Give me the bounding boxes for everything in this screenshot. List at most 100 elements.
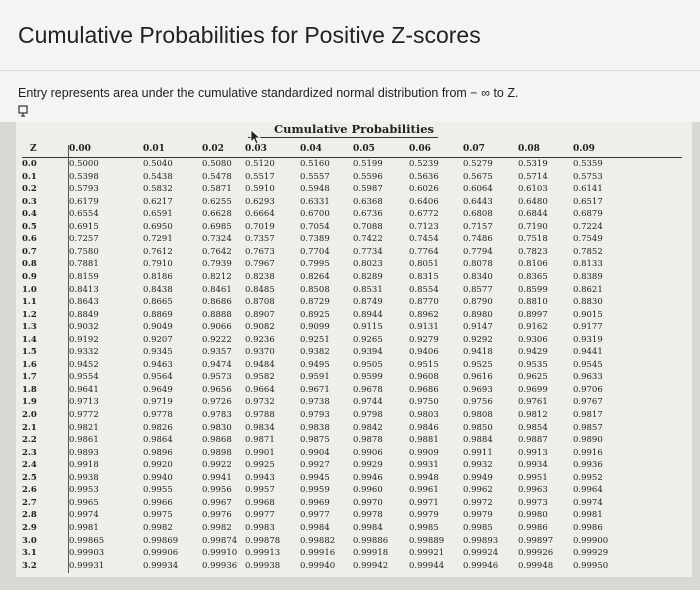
table-cell: 0.8686 bbox=[202, 297, 232, 308]
table-cell: 0.9608 bbox=[409, 372, 439, 383]
table-cell: 0.99865 bbox=[69, 535, 105, 546]
table-cell: 0.9967 bbox=[202, 497, 232, 508]
table-cell: 0.9778 bbox=[143, 410, 173, 420]
table-cell: 0.5279 bbox=[463, 159, 493, 169]
table-cell: 0.9846 bbox=[409, 422, 439, 433]
table-cell: 0.5910 bbox=[245, 184, 275, 195]
table-cell: 0.7794 bbox=[463, 246, 493, 257]
table-cell: 0.9732 bbox=[245, 397, 275, 408]
table-cell: 0.9633 bbox=[573, 372, 603, 383]
table-cell: 0.7764 bbox=[409, 246, 439, 257]
table-cell: 0.7734 bbox=[353, 246, 383, 257]
table-cell: 0.99948 bbox=[518, 560, 554, 571]
table-cell: 0.9964 bbox=[573, 485, 603, 496]
table-cell: 0.9984 bbox=[300, 522, 330, 533]
table-cell: 0.99886 bbox=[353, 535, 389, 546]
table-cell: 0.9948 bbox=[409, 472, 439, 483]
table-cell: 0.7704 bbox=[300, 246, 330, 257]
table-cell: 0.7019 bbox=[245, 221, 275, 232]
table-cell: 0.9985 bbox=[409, 522, 439, 533]
table-cell: 0.9978 bbox=[353, 510, 383, 521]
table-cell: 0.9955 bbox=[143, 485, 173, 496]
table-cell: 0.9319 bbox=[573, 334, 603, 345]
table-cell: 0.9783 bbox=[202, 410, 232, 420]
table-cell: 0.9893 bbox=[69, 447, 99, 458]
table-cell: 0.7995 bbox=[300, 259, 330, 270]
table-cell: 0.9713 bbox=[69, 397, 99, 408]
z-value-0-2: 0.2 bbox=[22, 184, 37, 195]
table-cell: 0.9686 bbox=[409, 384, 439, 395]
column-header-0-06: 0.06 bbox=[409, 144, 431, 154]
column-header-0-07: 0.07 bbox=[463, 144, 485, 154]
table-cell: 0.9977 bbox=[245, 510, 275, 521]
table-cell: 0.8962 bbox=[409, 309, 439, 320]
table-cell: 0.7823 bbox=[518, 246, 548, 257]
table-cell: 0.9798 bbox=[353, 410, 383, 420]
table-cell: 0.9979 bbox=[463, 510, 493, 521]
table-cell: 0.7673 bbox=[245, 246, 275, 257]
table-cell: 0.8749 bbox=[353, 297, 383, 308]
table-cell: 0.8186 bbox=[143, 271, 173, 282]
table-cell: 0.9625 bbox=[518, 372, 548, 383]
column-header-0-08: 0.08 bbox=[518, 144, 540, 154]
table-cell: 0.99929 bbox=[573, 548, 609, 559]
table-cell: 0.9929 bbox=[353, 460, 383, 471]
table-cell: 0.6700 bbox=[300, 209, 330, 220]
title-divider bbox=[0, 70, 700, 71]
table-cell: 0.9838 bbox=[300, 422, 330, 433]
table-cell: 0.8315 bbox=[409, 271, 439, 282]
table-cell: 0.6591 bbox=[143, 209, 173, 220]
table-cell: 0.8413 bbox=[69, 284, 99, 295]
table-cell: 0.6879 bbox=[573, 209, 603, 220]
table-cell: 0.5239 bbox=[409, 159, 439, 169]
table-cell: 0.6480 bbox=[518, 196, 548, 207]
table-cell: 0.9962 bbox=[463, 485, 493, 496]
table-cell: 0.6217 bbox=[143, 196, 173, 207]
table-cell: 0.7291 bbox=[143, 234, 173, 245]
table-cell: 0.99897 bbox=[518, 535, 554, 546]
table-cell: 0.6950 bbox=[143, 221, 173, 232]
table-cell: 0.9032 bbox=[69, 322, 99, 333]
pin-icon[interactable] bbox=[18, 105, 30, 117]
table-cell: 0.8708 bbox=[245, 297, 275, 308]
table-cell: 0.99889 bbox=[409, 535, 445, 546]
table-cell: 0.5120 bbox=[245, 159, 275, 169]
table-cell: 0.9834 bbox=[245, 422, 275, 433]
table-cell: 0.9306 bbox=[518, 334, 548, 345]
table-cell: 0.9936 bbox=[573, 460, 603, 471]
table-cell: 0.9761 bbox=[518, 397, 548, 408]
table-cell: 0.5596 bbox=[353, 171, 383, 182]
table-cell: 0.99946 bbox=[463, 560, 499, 571]
table-cell: 0.9913 bbox=[518, 447, 548, 458]
table-cell: 0.9960 bbox=[353, 485, 383, 496]
table-title-underline bbox=[248, 137, 438, 138]
table-cell: 0.8554 bbox=[409, 284, 439, 295]
table-cell: 0.7324 bbox=[202, 234, 232, 245]
table-cell: 0.9986 bbox=[518, 522, 548, 533]
table-cell: 0.8925 bbox=[300, 309, 330, 320]
z-value-2-3: 2.3 bbox=[22, 447, 37, 458]
table-cell: 0.99924 bbox=[463, 548, 499, 559]
z-column-header: Z bbox=[30, 144, 37, 154]
table-cell: 0.9719 bbox=[143, 397, 173, 408]
table-cell: 0.9932 bbox=[463, 460, 493, 471]
z-value-1-0: 1.0 bbox=[22, 284, 37, 295]
table-cell: 0.9115 bbox=[353, 322, 383, 333]
table-cell: 0.6985 bbox=[202, 221, 232, 232]
table-cell: 0.9966 bbox=[143, 497, 173, 508]
table-cell: 0.5040 bbox=[143, 159, 173, 169]
table-cell: 0.6443 bbox=[463, 196, 493, 207]
z-value-0-0: 0.0 bbox=[22, 159, 37, 169]
table-cell: 0.7190 bbox=[518, 221, 548, 232]
table-cell: 0.9830 bbox=[202, 422, 232, 433]
table-cell: 0.99944 bbox=[409, 560, 445, 571]
table-cell: 0.99882 bbox=[300, 535, 336, 546]
table-cell: 0.9495 bbox=[300, 359, 330, 370]
table-cell: 0.99916 bbox=[300, 548, 336, 559]
table-cell: 0.9265 bbox=[353, 334, 383, 345]
table-cell: 0.9949 bbox=[463, 472, 493, 483]
table-cell: 0.7910 bbox=[143, 259, 173, 270]
table-cell: 0.99903 bbox=[69, 548, 105, 559]
table-cell: 0.5438 bbox=[143, 171, 173, 182]
table-cell: 0.8438 bbox=[143, 284, 173, 295]
